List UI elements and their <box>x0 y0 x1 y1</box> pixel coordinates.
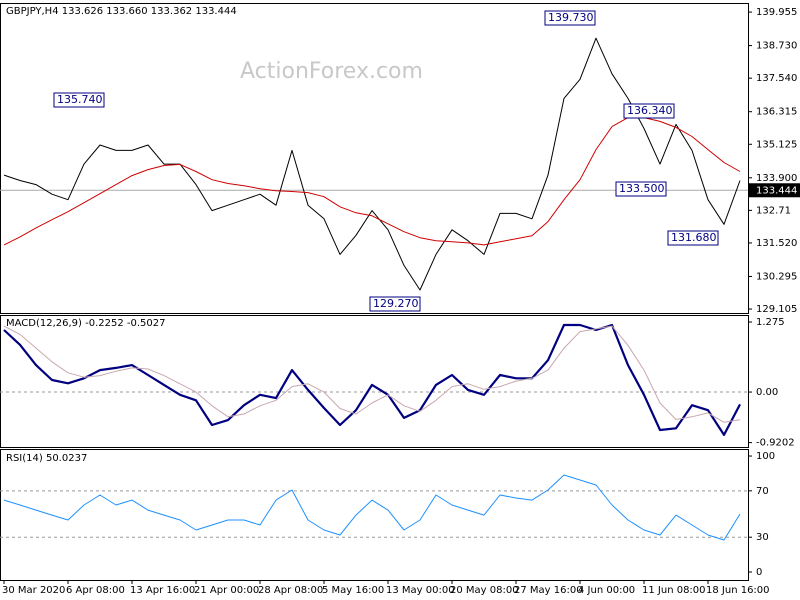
y-tick-label: 135.125 <box>756 139 797 150</box>
x-tick-label: 13 Apr 16:00 <box>130 585 195 596</box>
series-line <box>3 323 741 436</box>
y-tick-label: 132.71 <box>756 205 791 216</box>
y-tick-label: 129.105 <box>756 304 797 315</box>
x-tick-label: 28 Apr 08:00 <box>258 585 323 596</box>
x-tick-label: 27 May 16:00 <box>514 585 583 596</box>
annotation-label: 135.740 <box>57 93 103 106</box>
x-tick-label: 13 May 00:00 <box>386 585 455 596</box>
annotation-box <box>369 296 421 312</box>
y-tick-label: 130.295 <box>756 271 797 282</box>
x-tick-label: 5 May 16:00 <box>322 585 384 596</box>
y-tick-label: 0.00 <box>756 387 778 398</box>
series-line <box>3 37 741 291</box>
y-tick-label: 1.275 <box>756 317 785 328</box>
price-header: GBPJPY,H4 133.626 133.660 133.362 133.44… <box>6 6 237 17</box>
y-tick-label: 133.900 <box>756 173 797 184</box>
last-price-box <box>748 183 800 198</box>
x-tick-label: 18 Jun 16:00 <box>706 585 770 596</box>
macd-header: MACD(12,26,9) -0.2252 -0.5027 <box>6 318 166 329</box>
series-line <box>3 117 741 246</box>
annotation-label: 133.500 <box>619 182 665 195</box>
y-tick-label: -0.9202 <box>756 438 795 449</box>
annotation-label: 129.270 <box>373 297 419 310</box>
y-tick-label: 139.955 <box>756 7 797 18</box>
y-tick-label: 138.730 <box>756 41 797 52</box>
x-tick-label: 21 Apr 00:00 <box>194 585 259 596</box>
y-tick-label: 137.540 <box>756 73 797 84</box>
annotation-label: 139.730 <box>548 11 594 24</box>
y-tick-label: 30 <box>756 532 769 543</box>
y-tick-label: 131.520 <box>756 238 797 249</box>
series-line <box>3 325 741 423</box>
rsi-panel <box>0 449 749 581</box>
rsi-header: RSI(14) 50.0237 <box>6 453 87 464</box>
series-line <box>3 474 741 541</box>
x-tick-label: 20 May 08:00 <box>450 585 519 596</box>
y-tick-label: 100 <box>756 451 775 462</box>
price-panel <box>0 3 749 314</box>
annotation-box <box>623 103 675 119</box>
x-tick-label: 30 Mar 2020 <box>2 585 65 596</box>
y-tick-label: 70 <box>756 486 769 497</box>
y-tick-label: 136.315 <box>756 107 797 118</box>
annotation-label: 131.680 <box>671 231 717 244</box>
y-tick-label: 0 <box>756 567 762 578</box>
annotation-box <box>53 92 105 108</box>
annotation-box <box>544 10 596 26</box>
x-tick-label: 6 Apr 08:00 <box>66 585 125 596</box>
macd-panel <box>0 315 749 448</box>
x-tick-label: 11 Jun 08:00 <box>642 585 706 596</box>
x-tick-label: 4 Jun 00:00 <box>578 585 635 596</box>
annotation-box <box>667 230 719 246</box>
annotation-box <box>615 181 667 197</box>
last-price-label: 133.444 <box>756 185 797 196</box>
watermark: ActionForex.com <box>240 59 423 84</box>
annotation-label: 136.340 <box>627 104 673 117</box>
